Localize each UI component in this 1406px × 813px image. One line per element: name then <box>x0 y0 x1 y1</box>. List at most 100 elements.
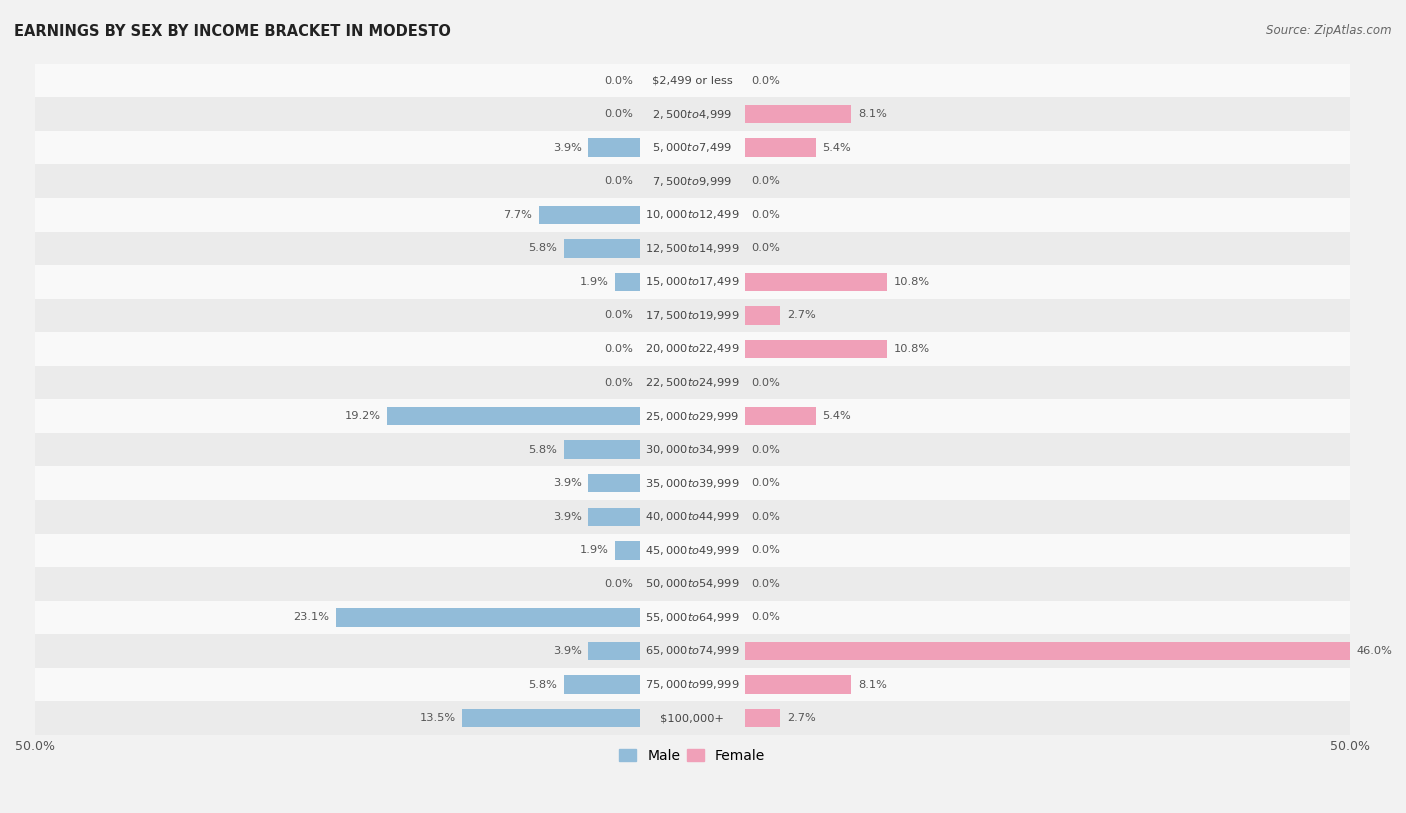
Text: $5,000 to $7,499: $5,000 to $7,499 <box>652 141 733 154</box>
Bar <box>35 702 1350 735</box>
Bar <box>35 98 1350 131</box>
Text: 5.4%: 5.4% <box>823 411 851 421</box>
Bar <box>745 676 852 693</box>
Text: 3.9%: 3.9% <box>553 646 582 656</box>
Text: 10.8%: 10.8% <box>893 277 929 287</box>
Bar <box>35 164 1350 198</box>
Bar <box>336 608 640 627</box>
Text: 1.9%: 1.9% <box>579 546 609 555</box>
Text: 3.9%: 3.9% <box>553 478 582 489</box>
Text: $2,500 to $4,999: $2,500 to $4,999 <box>652 107 733 120</box>
Text: $10,000 to $12,499: $10,000 to $12,499 <box>645 208 740 221</box>
Text: 46.0%: 46.0% <box>1357 646 1392 656</box>
Text: 23.1%: 23.1% <box>294 612 329 623</box>
Text: 0.0%: 0.0% <box>751 76 780 85</box>
Bar <box>463 709 640 728</box>
Text: 0.0%: 0.0% <box>751 546 780 555</box>
Bar <box>745 272 887 291</box>
Bar <box>35 601 1350 634</box>
Text: $65,000 to $74,999: $65,000 to $74,999 <box>645 645 740 658</box>
Bar <box>589 474 640 493</box>
Text: $15,000 to $17,499: $15,000 to $17,499 <box>645 276 740 289</box>
Bar <box>35 667 1350 702</box>
Bar <box>745 340 887 359</box>
Bar <box>35 232 1350 265</box>
Bar <box>614 272 640 291</box>
Bar <box>745 641 1350 660</box>
Bar <box>387 406 640 425</box>
Text: 0.0%: 0.0% <box>605 579 633 589</box>
Bar <box>35 265 1350 298</box>
Text: $35,000 to $39,999: $35,000 to $39,999 <box>645 476 740 489</box>
Text: $22,500 to $24,999: $22,500 to $24,999 <box>645 376 740 389</box>
Text: 7.7%: 7.7% <box>503 210 531 220</box>
Text: 0.0%: 0.0% <box>605 176 633 186</box>
Bar <box>564 676 640 693</box>
Text: $2,499 or less: $2,499 or less <box>652 76 733 85</box>
Bar <box>564 441 640 459</box>
Text: 0.0%: 0.0% <box>605 76 633 85</box>
Bar <box>35 634 1350 667</box>
Text: 19.2%: 19.2% <box>344 411 381 421</box>
Text: $7,500 to $9,999: $7,500 to $9,999 <box>652 175 733 188</box>
Text: 0.0%: 0.0% <box>751 176 780 186</box>
Bar <box>745 709 780 728</box>
Text: $17,500 to $19,999: $17,500 to $19,999 <box>645 309 740 322</box>
Text: 5.4%: 5.4% <box>823 142 851 153</box>
Text: 3.9%: 3.9% <box>553 142 582 153</box>
Bar <box>35 399 1350 433</box>
Text: 0.0%: 0.0% <box>605 377 633 388</box>
Legend: Male, Female: Male, Female <box>614 743 770 768</box>
Bar <box>589 138 640 157</box>
Text: $75,000 to $99,999: $75,000 to $99,999 <box>645 678 740 691</box>
Text: Source: ZipAtlas.com: Source: ZipAtlas.com <box>1267 24 1392 37</box>
Text: 5.8%: 5.8% <box>529 445 557 454</box>
Bar <box>35 533 1350 567</box>
Text: 0.0%: 0.0% <box>751 478 780 489</box>
Text: $12,500 to $14,999: $12,500 to $14,999 <box>645 241 740 254</box>
Text: 0.0%: 0.0% <box>751 243 780 254</box>
Text: 1.9%: 1.9% <box>579 277 609 287</box>
Text: 0.0%: 0.0% <box>605 311 633 320</box>
Bar <box>35 198 1350 232</box>
Bar <box>35 500 1350 533</box>
Bar <box>614 541 640 559</box>
Bar <box>745 307 780 324</box>
Bar <box>35 433 1350 467</box>
Bar <box>538 206 640 224</box>
Text: 2.7%: 2.7% <box>787 311 815 320</box>
Text: 0.0%: 0.0% <box>605 109 633 120</box>
Text: 2.7%: 2.7% <box>787 713 815 723</box>
Text: 0.0%: 0.0% <box>751 579 780 589</box>
Text: $40,000 to $44,999: $40,000 to $44,999 <box>645 511 740 524</box>
Bar <box>745 406 815 425</box>
Text: 0.0%: 0.0% <box>751 511 780 522</box>
Bar <box>35 63 1350 98</box>
Bar <box>745 138 815 157</box>
Text: 13.5%: 13.5% <box>419 713 456 723</box>
Text: $100,000+: $100,000+ <box>661 713 724 723</box>
Text: $50,000 to $54,999: $50,000 to $54,999 <box>645 577 740 590</box>
Bar <box>589 641 640 660</box>
Bar <box>745 105 852 124</box>
Text: 5.8%: 5.8% <box>529 243 557 254</box>
Text: 5.8%: 5.8% <box>529 680 557 689</box>
Bar <box>564 239 640 258</box>
Text: $20,000 to $22,499: $20,000 to $22,499 <box>645 342 740 355</box>
Text: 10.8%: 10.8% <box>893 344 929 354</box>
Text: 8.1%: 8.1% <box>858 109 887 120</box>
Text: 3.9%: 3.9% <box>553 511 582 522</box>
Text: $45,000 to $49,999: $45,000 to $49,999 <box>645 544 740 557</box>
Text: 0.0%: 0.0% <box>751 210 780 220</box>
Text: $55,000 to $64,999: $55,000 to $64,999 <box>645 611 740 624</box>
Text: 0.0%: 0.0% <box>751 377 780 388</box>
Bar <box>35 131 1350 164</box>
Bar <box>35 333 1350 366</box>
Text: EARNINGS BY SEX BY INCOME BRACKET IN MODESTO: EARNINGS BY SEX BY INCOME BRACKET IN MOD… <box>14 24 451 39</box>
Text: $30,000 to $34,999: $30,000 to $34,999 <box>645 443 740 456</box>
Bar <box>35 366 1350 399</box>
Bar <box>589 507 640 526</box>
Text: $25,000 to $29,999: $25,000 to $29,999 <box>645 410 740 423</box>
Text: 0.0%: 0.0% <box>605 344 633 354</box>
Text: 8.1%: 8.1% <box>858 680 887 689</box>
